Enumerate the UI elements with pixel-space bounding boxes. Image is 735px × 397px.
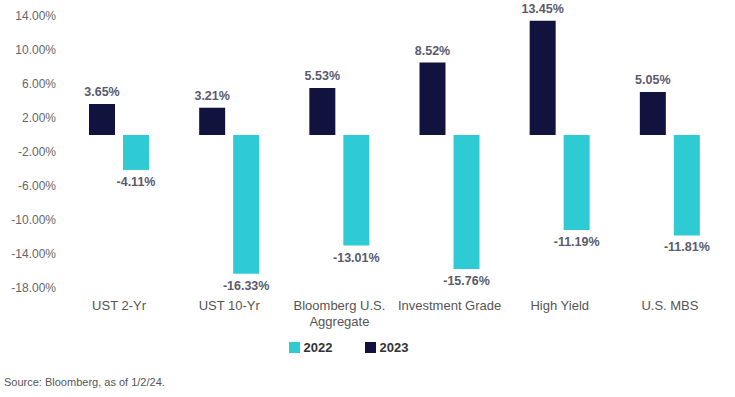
svg-text:Bloomberg U.S.Aggregate: Bloomberg U.S.Aggregate [294,298,386,329]
svg-text:-13.01%: -13.01% [333,251,380,265]
svg-text:6.00%: 6.00% [22,77,56,91]
html-text:2023: 2023 [379,340,409,355]
svg-text:-11.81%: -11.81% [664,240,710,254]
html-text:2022: 2022 [303,340,333,355]
svg-text:2.00%: 2.00% [22,111,56,125]
svg-text:-18.00%: -18.00% [11,281,56,295]
svg-text:13.45%: 13.45% [521,2,563,16]
svg-text:Investment Grade: Investment Grade [398,298,501,313]
svg-text:UST 10-Yr: UST 10-Yr [199,298,261,313]
svg-text:8.52%: 8.52% [415,44,450,58]
svg-text:5.05%: 5.05% [635,73,670,87]
svg-text:U.S. MBS: U.S. MBS [641,298,698,313]
svg-text:-16.33%: -16.33% [223,279,270,293]
svg-text:-6.00%: -6.00% [18,179,56,193]
svg-text:3.65%: 3.65% [84,85,119,99]
svg-text:5.53%: 5.53% [305,69,340,83]
svg-text:-14.00%: -14.00% [11,247,56,261]
svg-text:10.00%: 10.00% [15,43,56,57]
svg-text:High Yield: High Yield [530,298,589,313]
svg-text:-15.76%: -15.76% [443,274,490,288]
svg-text:-2.00%: -2.00% [18,145,56,159]
svg-text:UST 2-Yr: UST 2-Yr [92,298,147,313]
html-text:Source: Bloomberg, as of 1/2/2: Source: Bloomberg, as of 1/2/24. [4,376,165,388]
svg-text:-10.00%: -10.00% [11,213,56,227]
svg-text:14.00%: 14.00% [15,9,56,23]
svg-text:-11.19%: -11.19% [554,235,600,249]
svg-text:3.21%: 3.21% [194,89,229,103]
svg-text:-4.11%: -4.11% [117,175,156,189]
